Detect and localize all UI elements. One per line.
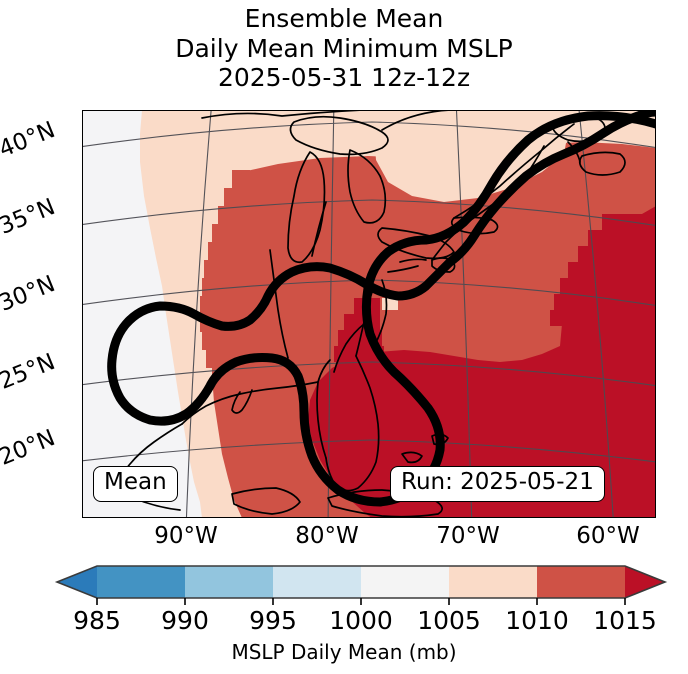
colorbar-ticks bbox=[96, 598, 626, 605]
fill-band-above-1015 bbox=[308, 206, 656, 518]
mslp-1010-contour bbox=[107, 111, 656, 507]
colorbar-tick-985: 985 bbox=[73, 606, 121, 635]
colorbar-under-arrow bbox=[57, 566, 97, 598]
lat-tick-35n: 35°N bbox=[0, 193, 59, 240]
colorbar-tick-990: 990 bbox=[161, 606, 209, 635]
lat-tick-30n: 30°N bbox=[0, 270, 59, 317]
lon-tick-60w: 60°W bbox=[576, 523, 640, 549]
colorbar-seg-985-990 bbox=[97, 566, 185, 598]
map-canvas bbox=[82, 110, 656, 518]
lat-tick-40n: 40°N bbox=[0, 116, 59, 163]
map-panel[interactable] bbox=[82, 110, 656, 518]
colorbar-tick-1000: 1000 bbox=[329, 606, 393, 635]
figure-title: Ensemble Mean Daily Mean Minimum MSLP 20… bbox=[0, 4, 688, 93]
title-line-2: Daily Mean Minimum MSLP bbox=[175, 33, 513, 63]
legend-badge-mean: Mean bbox=[93, 466, 178, 502]
colorbar-seg-995-1000 bbox=[273, 566, 361, 598]
colorbar-canvas bbox=[54, 565, 668, 605]
lat-tick-20n: 20°N bbox=[0, 424, 59, 471]
colorbar-axis-label: MSLP Daily Mean (mb) bbox=[231, 640, 457, 664]
legend-badge-run: Run: 2025-05-21 bbox=[390, 466, 605, 502]
colorbar-over-arrow bbox=[625, 566, 665, 598]
colorbar-seg-1000-1005 bbox=[361, 566, 449, 598]
colorbar-tick-995: 995 bbox=[249, 606, 297, 635]
lon-tick-70w: 70°W bbox=[436, 523, 500, 549]
colorbar-tick-1010: 1010 bbox=[505, 606, 569, 635]
colorbar-seg-1010-1015 bbox=[537, 566, 625, 598]
lon-tick-90w: 90°W bbox=[154, 523, 218, 549]
colorbar-seg-990-995 bbox=[185, 566, 273, 598]
colorbar-tick-1005: 1005 bbox=[417, 606, 481, 635]
colorbar-tick-1015: 1015 bbox=[593, 606, 657, 635]
title-line-3: 2025-05-31 12z-12z bbox=[217, 63, 471, 92]
lon-tick-80w: 80°W bbox=[295, 523, 359, 549]
mslp-1010-contour-north-lobe bbox=[445, 110, 656, 267]
colorbar[interactable]: 985 990 995 1000 1005 1010 1015 MSLP Dai… bbox=[0, 560, 688, 674]
lat-tick-25n: 25°N bbox=[0, 348, 59, 395]
colorbar-seg-1005-1010 bbox=[449, 566, 537, 598]
title-line-1: Ensemble Mean bbox=[244, 4, 444, 33]
graticule bbox=[82, 110, 656, 518]
